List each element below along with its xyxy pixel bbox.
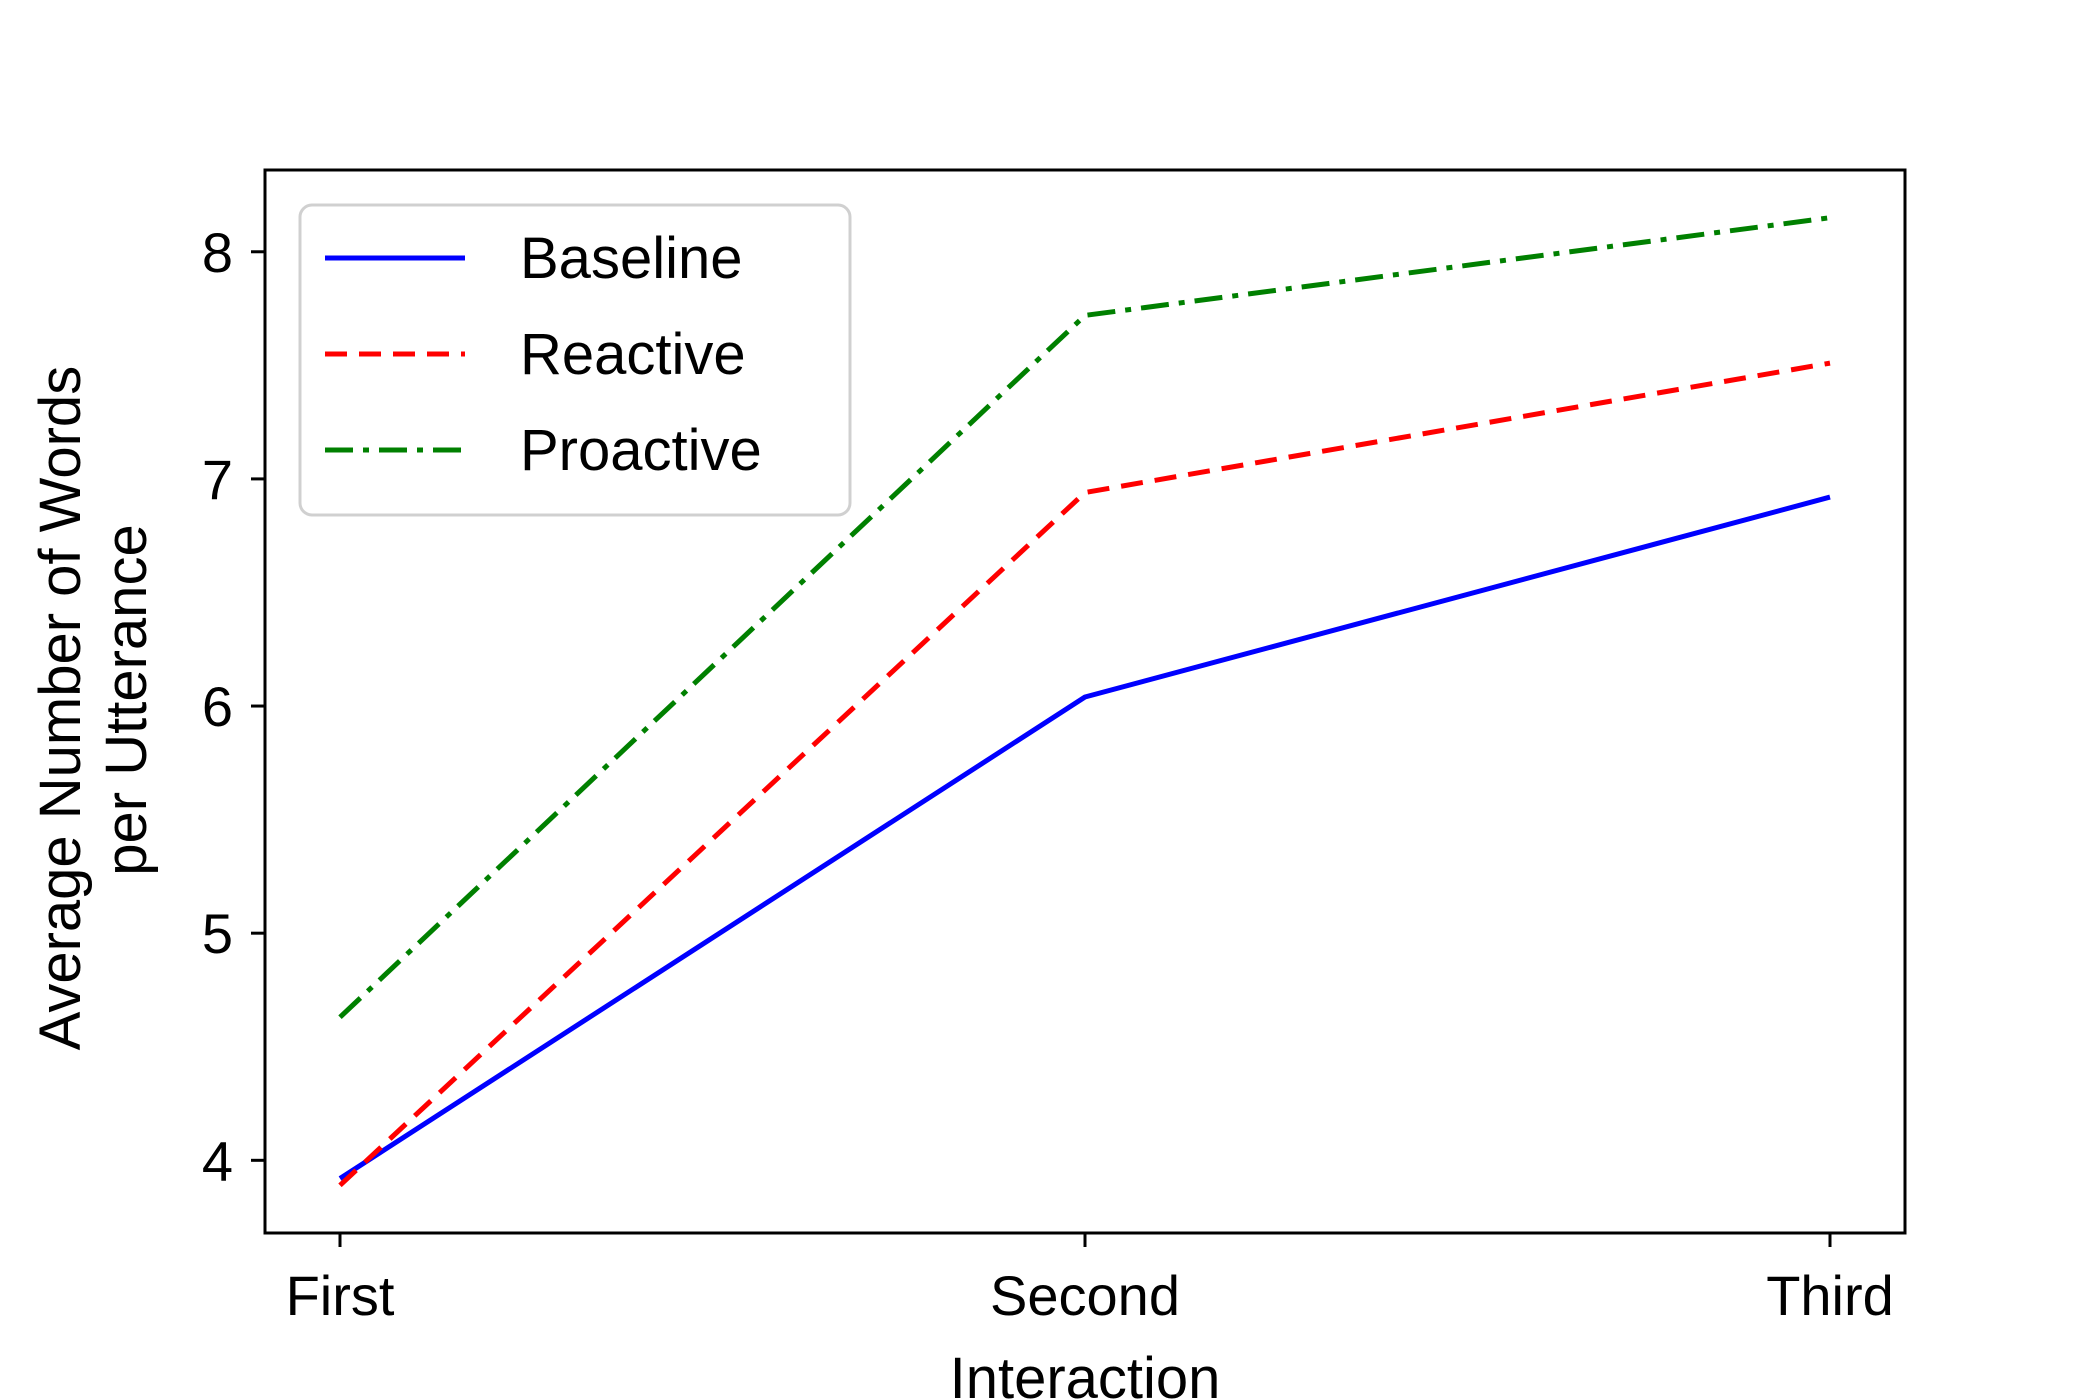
y-axis-ticks: 4 5 6 7 8: [202, 221, 265, 1192]
x-tick-label: First: [286, 1264, 395, 1327]
series-line-proactive: [338, 215, 1831, 1020]
legend: Baseline Reactive Proactive: [298, 203, 852, 517]
x-tick-label: Third: [1766, 1264, 1894, 1327]
y-tick-label: 4: [202, 1129, 233, 1192]
y-tick-label: 5: [202, 902, 233, 965]
y-axis-label-line2: per Utterance: [94, 524, 159, 875]
legend-label-proactive: Proactive: [520, 418, 762, 483]
y-tick-label: 7: [202, 448, 233, 511]
legend-box: [298, 203, 852, 517]
x-axis-ticks: First Second Third: [286, 1233, 1894, 1327]
legend-label-reactive: Reactive: [520, 322, 746, 387]
y-tick-label: 8: [202, 221, 233, 284]
series-line-baseline: [338, 494, 1831, 1181]
x-axis-label: Interaction: [950, 1346, 1221, 1400]
series-lines: [338, 215, 1831, 1188]
legend-label-baseline: Baseline: [520, 226, 742, 291]
x-tick-label: Second: [990, 1264, 1180, 1327]
y-tick-label: 6: [202, 675, 233, 738]
y-axis-label: Average Number of Words per Utterance: [28, 350, 159, 1051]
y-axis-label-line1: Average Number of Words: [28, 366, 93, 1051]
